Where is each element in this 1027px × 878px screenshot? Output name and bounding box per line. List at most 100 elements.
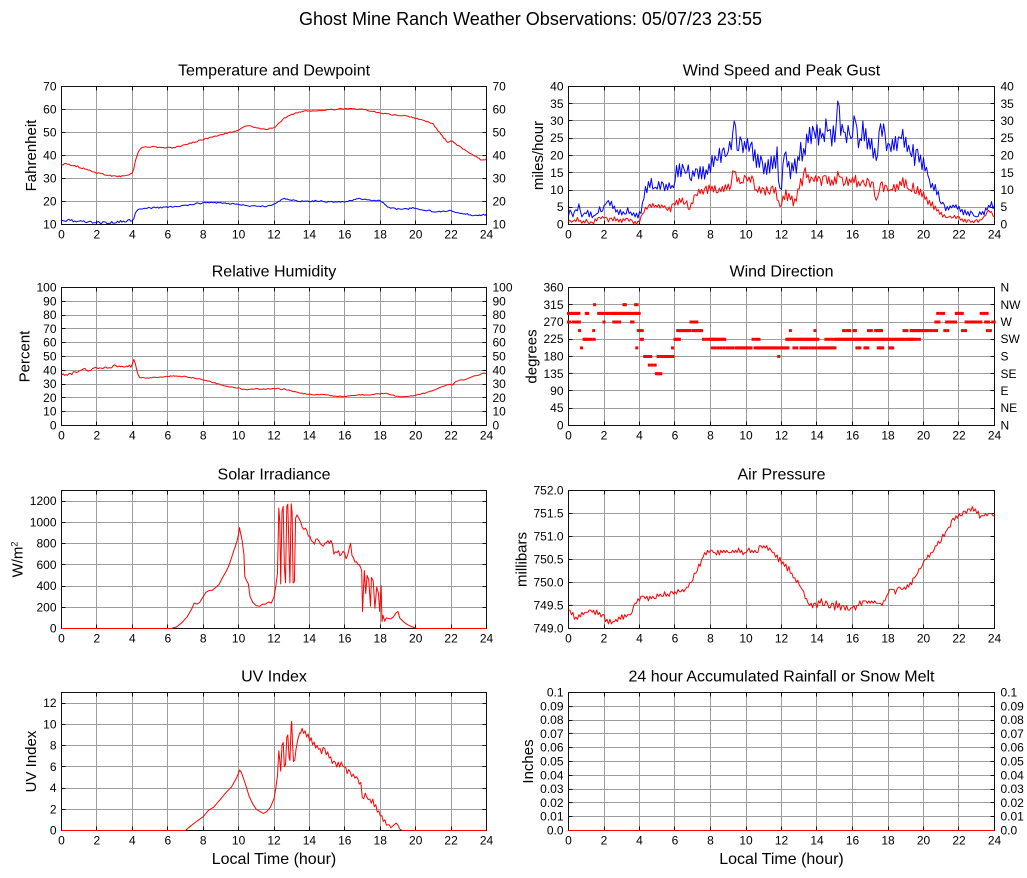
svg-text:22: 22	[444, 429, 458, 443]
svg-text:6: 6	[672, 429, 679, 443]
svg-text:0.07: 0.07	[1001, 727, 1025, 741]
svg-text:Local Time (hour): Local Time (hour)	[212, 851, 337, 868]
svg-text:2: 2	[601, 632, 608, 646]
svg-text:16: 16	[338, 632, 352, 646]
svg-text:751.5: 751.5	[533, 507, 563, 521]
svg-text:E: E	[1001, 384, 1009, 398]
svg-text:40: 40	[493, 363, 507, 377]
svg-text:70: 70	[493, 80, 507, 94]
svg-text:20: 20	[493, 195, 507, 209]
svg-text:Wind Speed and Peak Gust: Wind Speed and Peak Gust	[683, 63, 881, 80]
svg-text:18: 18	[881, 228, 895, 242]
svg-text:40: 40	[43, 149, 57, 163]
svg-text:10: 10	[232, 632, 246, 646]
svg-text:Percent: Percent	[16, 330, 33, 383]
svg-text:0.02: 0.02	[1001, 796, 1025, 810]
svg-text:20: 20	[43, 391, 57, 405]
svg-text:50: 50	[43, 350, 57, 364]
svg-text:2: 2	[601, 834, 608, 848]
svg-text:750.5: 750.5	[533, 553, 563, 567]
svg-text:24: 24	[988, 632, 1002, 646]
svg-text:25: 25	[1001, 131, 1015, 145]
svg-text:0.07: 0.07	[540, 727, 564, 741]
svg-text:180: 180	[543, 350, 563, 364]
svg-text:16: 16	[846, 429, 860, 443]
svg-text:20: 20	[917, 228, 931, 242]
svg-text:0: 0	[58, 228, 65, 242]
svg-text:50: 50	[493, 350, 507, 364]
svg-text:14: 14	[810, 834, 824, 848]
svg-text:6: 6	[164, 228, 171, 242]
svg-text:0.06: 0.06	[540, 741, 564, 755]
svg-text:10: 10	[550, 183, 564, 197]
svg-text:22: 22	[952, 228, 966, 242]
svg-text:0: 0	[58, 429, 65, 443]
svg-text:750.0: 750.0	[533, 576, 563, 590]
svg-text:20: 20	[409, 228, 423, 242]
svg-text:30: 30	[43, 377, 57, 391]
svg-text:18: 18	[374, 834, 388, 848]
svg-text:8: 8	[200, 228, 207, 242]
svg-text:20: 20	[917, 834, 931, 848]
svg-text:50: 50	[43, 126, 57, 140]
svg-text:24: 24	[480, 429, 494, 443]
svg-text:0.08: 0.08	[540, 713, 564, 727]
svg-text:W/m2: W/m2	[10, 542, 27, 578]
svg-text:40: 40	[550, 80, 564, 94]
svg-text:5: 5	[557, 200, 564, 214]
svg-text:20: 20	[409, 632, 423, 646]
svg-text:749.5: 749.5	[533, 599, 563, 613]
svg-text:40: 40	[1001, 80, 1015, 94]
svg-text:0.06: 0.06	[1001, 741, 1025, 755]
svg-text:24: 24	[988, 429, 1002, 443]
svg-text:14: 14	[303, 834, 317, 848]
svg-text:8: 8	[200, 834, 207, 848]
svg-text:8: 8	[707, 228, 714, 242]
svg-text:10: 10	[43, 717, 57, 731]
svg-text:4: 4	[636, 632, 643, 646]
svg-text:1000: 1000	[30, 515, 57, 529]
svg-text:0.01: 0.01	[540, 810, 564, 824]
svg-text:0.05: 0.05	[540, 755, 564, 769]
svg-text:8: 8	[200, 429, 207, 443]
svg-text:UV Index: UV Index	[241, 669, 307, 686]
svg-text:24: 24	[480, 834, 494, 848]
svg-text:24: 24	[480, 228, 494, 242]
svg-text:Wind Direction: Wind Direction	[729, 264, 833, 281]
svg-text:12: 12	[775, 429, 789, 443]
svg-text:22: 22	[952, 632, 966, 646]
svg-text:20: 20	[550, 149, 564, 163]
svg-text:4: 4	[129, 228, 136, 242]
svg-text:24: 24	[988, 228, 1002, 242]
svg-text:Local Time (hour): Local Time (hour)	[719, 851, 844, 868]
svg-text:4: 4	[129, 429, 136, 443]
svg-text:2: 2	[50, 802, 57, 816]
svg-text:18: 18	[374, 228, 388, 242]
svg-text:Relative Humidity: Relative Humidity	[212, 264, 336, 281]
svg-text:14: 14	[810, 632, 824, 646]
svg-text:0: 0	[58, 632, 65, 646]
svg-text:10: 10	[739, 228, 753, 242]
svg-text:6: 6	[672, 632, 679, 646]
svg-text:8: 8	[707, 834, 714, 848]
svg-text:2: 2	[601, 429, 608, 443]
svg-text:200: 200	[36, 600, 56, 614]
svg-text:18: 18	[881, 429, 895, 443]
svg-text:270: 270	[543, 315, 563, 329]
svg-text:NE: NE	[1001, 401, 1018, 415]
svg-text:45: 45	[550, 401, 564, 415]
svg-text:10: 10	[232, 429, 246, 443]
svg-text:90: 90	[43, 294, 57, 308]
svg-text:0.09: 0.09	[1001, 699, 1025, 713]
svg-text:2: 2	[94, 228, 101, 242]
svg-text:4: 4	[636, 228, 643, 242]
svg-text:16: 16	[338, 834, 352, 848]
svg-text:12: 12	[267, 632, 281, 646]
svg-text:70: 70	[43, 80, 57, 94]
svg-text:80: 80	[43, 308, 57, 322]
svg-text:8: 8	[707, 429, 714, 443]
svg-text:0: 0	[565, 429, 572, 443]
svg-text:Air Pressure: Air Pressure	[737, 467, 825, 484]
svg-text:22: 22	[444, 834, 458, 848]
svg-text:10: 10	[493, 218, 507, 232]
